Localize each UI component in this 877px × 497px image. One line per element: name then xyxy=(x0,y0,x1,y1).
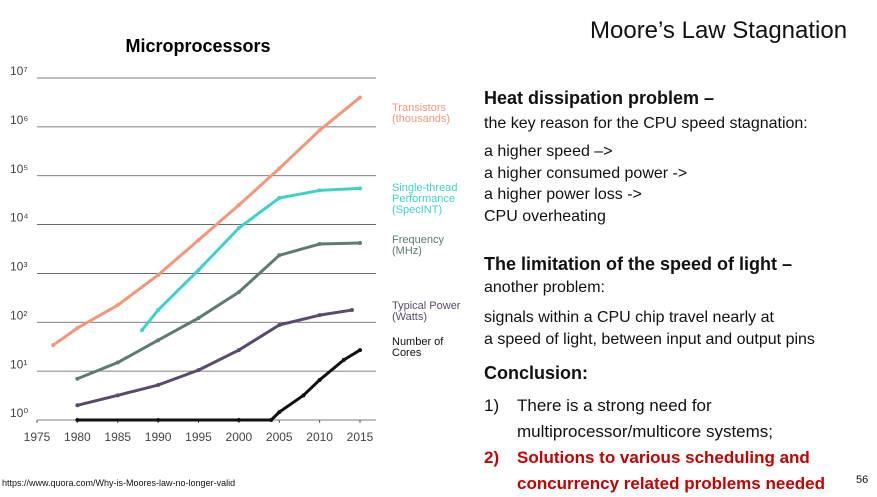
data-point xyxy=(277,195,282,200)
data-point xyxy=(196,316,201,321)
data-point xyxy=(277,166,282,171)
heading: Heat dissipation problem – xyxy=(484,88,715,108)
item-number: 1) xyxy=(484,396,500,415)
text-line: a higher power loss -> xyxy=(484,186,642,203)
data-point xyxy=(358,240,362,245)
item-text: There is a strong need for multiprocesso… xyxy=(517,396,774,441)
trend-line xyxy=(52,96,361,347)
data-point xyxy=(236,290,241,295)
data-point xyxy=(236,418,241,422)
legend-label: Number of Cores xyxy=(392,336,444,359)
data-point xyxy=(301,393,306,398)
data-point xyxy=(236,203,241,208)
y-tick-label: 10⁶ xyxy=(10,113,28,127)
data-point xyxy=(317,313,322,318)
data-point xyxy=(156,418,161,422)
page-number: 56 xyxy=(856,474,869,486)
text-line: signals within a CPU chip travel nearly … xyxy=(484,309,774,326)
x-tick-label: 1995 xyxy=(185,430,212,444)
chart-title: Microprocessors xyxy=(125,36,270,56)
text-line: CPU overheating xyxy=(484,208,606,225)
text-line: a speed of light, between input and outp… xyxy=(484,331,815,348)
data-point xyxy=(277,410,282,415)
data-point xyxy=(196,368,201,373)
data-point xyxy=(139,328,144,333)
x-tick-label: 2000 xyxy=(226,430,253,444)
data-point xyxy=(277,322,282,327)
trend-line xyxy=(77,308,353,407)
text-line: a higher speed –> xyxy=(484,143,613,160)
y-tick-label: 10⁴ xyxy=(10,211,29,225)
data-point xyxy=(358,348,362,353)
slide-title: Moore’s Law Stagnation xyxy=(590,17,848,44)
y-tick-label: 10² xyxy=(10,308,27,322)
data-point xyxy=(156,338,161,343)
x-tick-label: 1980 xyxy=(64,430,91,444)
legend-label: Transistors (thousands) xyxy=(392,102,451,125)
data-point xyxy=(236,348,241,353)
data-point xyxy=(75,403,80,408)
y-tick-label: 10⁷ xyxy=(10,64,28,78)
data-point xyxy=(269,418,274,422)
data-point xyxy=(156,308,161,313)
y-tick-label: 10⁵ xyxy=(10,162,28,176)
data-point xyxy=(115,303,120,308)
data-point xyxy=(75,326,80,331)
x-tick-label: 1985 xyxy=(104,430,131,444)
data-point xyxy=(115,393,120,398)
data-point xyxy=(349,308,354,313)
data-point xyxy=(196,238,201,243)
text-line: the key reason for the CPU speed stagnat… xyxy=(484,115,808,132)
data-point xyxy=(358,186,362,191)
x-tick-label: 2010 xyxy=(306,430,333,444)
trend-line xyxy=(76,241,361,381)
y-tick-label: 10¹ xyxy=(10,357,27,371)
legend-label: Typical Power (Watts) xyxy=(392,300,461,323)
data-point xyxy=(236,226,241,231)
item-number: 2) xyxy=(484,448,500,467)
x-tick-label: 2015 xyxy=(347,430,374,444)
data-point xyxy=(75,376,80,381)
data-point xyxy=(317,188,322,193)
data-point xyxy=(317,377,322,382)
source: https://www.quora.com/Why-is-Moores-law-… xyxy=(2,478,236,488)
x-tick-label: 1975 xyxy=(24,430,51,444)
heading: The limitation of the speed of light – xyxy=(484,254,793,274)
item-text: Solutions to various scheduling and conc… xyxy=(517,448,825,493)
data-point xyxy=(75,418,80,422)
heading: Conclusion: xyxy=(484,363,588,383)
data-point xyxy=(156,383,161,388)
text-line: a higher consumed power -> xyxy=(484,165,688,182)
data-point xyxy=(115,360,120,365)
x-tick-label: 2005 xyxy=(266,430,293,444)
legend-label: Frequency (MHz) xyxy=(392,234,444,257)
data-point xyxy=(358,95,362,100)
data-point xyxy=(196,268,201,273)
text-line: another problem: xyxy=(484,279,605,296)
data-point xyxy=(277,253,282,258)
data-point xyxy=(51,343,56,348)
x-tick-label: 1990 xyxy=(145,430,172,444)
data-point xyxy=(156,272,161,277)
data-point xyxy=(317,128,322,133)
data-point xyxy=(317,242,322,247)
y-tick-label: 10⁰ xyxy=(10,406,28,420)
legend-label: Single-thread Performance (SpecINT) xyxy=(392,182,458,216)
data-point xyxy=(341,357,346,362)
y-tick-label: 10³ xyxy=(10,260,27,274)
